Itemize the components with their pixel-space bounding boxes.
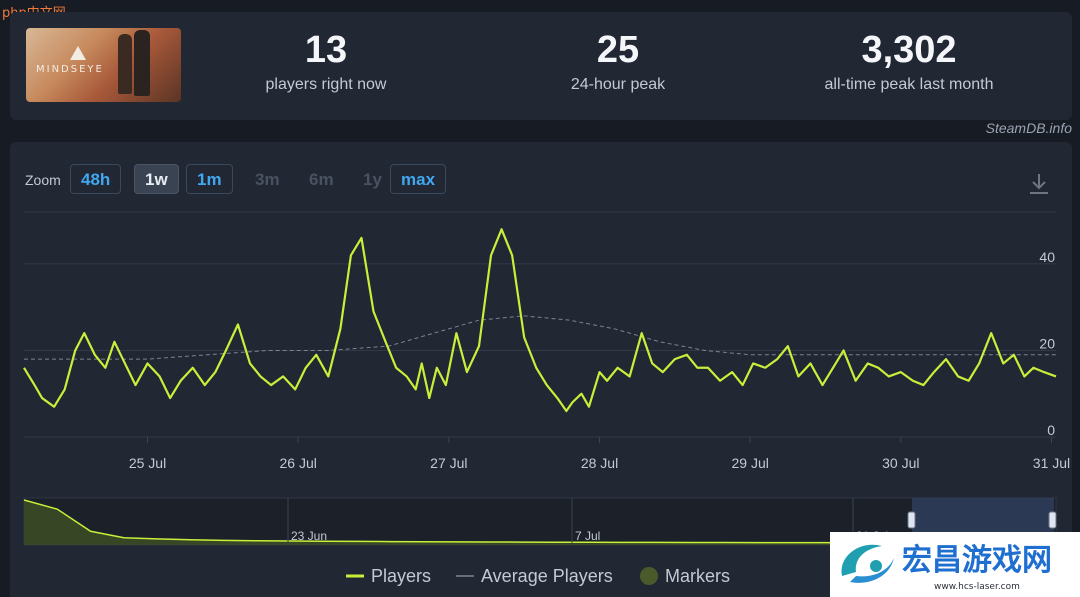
site-logo-watermark: 宏昌游戏网 www.hcs-laser.com [830, 532, 1080, 597]
x-tick-label: 28 Jul [581, 455, 618, 471]
navigator-handle-left[interactable] [907, 511, 916, 529]
legend-symbol-markers [640, 567, 658, 585]
x-tick-label: 29 Jul [731, 455, 768, 471]
player-stats-card: MINDSEYE 13 players right now 25 24-hour… [10, 12, 1072, 120]
zoom-button-1w[interactable]: 1w [134, 164, 179, 194]
series-line-players[interactable] [23, 228, 1057, 413]
stat-value: 3,302 [861, 29, 957, 71]
zoom-button-max[interactable]: max [390, 164, 447, 194]
game-thumbnail[interactable]: MINDSEYE [26, 28, 181, 102]
stat-label: 24-hour peak [570, 76, 666, 93]
x-tick-label: 30 Jul [882, 455, 919, 471]
legend-item-label[interactable]: Players [371, 566, 431, 586]
y-tick-label: 40 [1039, 249, 1055, 265]
y-tick-label: 20 [1039, 335, 1055, 351]
zoom-button-1m[interactable]: 1m [186, 164, 233, 194]
navigator-handle-right[interactable] [1048, 511, 1057, 529]
game-logo-text: MINDSEYE [36, 64, 104, 75]
x-tick-label: 31 Jul [1033, 455, 1070, 471]
zoom-button-1y[interactable]: 1y [363, 170, 382, 189]
stat-value: 25 [596, 29, 640, 71]
zoom-label: Zoom [25, 172, 61, 188]
x-tick-label: 27 Jul [430, 455, 467, 471]
zoom-button-3m[interactable]: 3m [255, 170, 280, 189]
y-tick-label: 0 [1047, 422, 1055, 438]
stat-current-players: 13 players right now [196, 28, 456, 94]
zoom-button-48h[interactable]: 48h [70, 164, 122, 194]
stat-alltime-peak: 3,302 all-time peak last month [779, 28, 1039, 94]
source-credit[interactable]: SteamDB.info [985, 120, 1072, 136]
svg-text:www.hcs-laser.com: www.hcs-laser.com [934, 582, 1020, 592]
navigator-date-label: 23 Jun [291, 529, 327, 543]
svg-text:宏昌游戏网: 宏昌游戏网 [902, 543, 1052, 578]
download-icon[interactable] [1028, 172, 1050, 196]
stat-24h-peak: 25 24-hour peak [488, 28, 748, 94]
stat-label: players right now [265, 76, 387, 93]
x-tick-label: 25 Jul [129, 455, 166, 471]
character-figure [134, 30, 150, 96]
stat-value: 13 [304, 29, 348, 71]
x-tick-label: 26 Jul [280, 455, 317, 471]
game-logo-icon [70, 46, 86, 60]
series-line-average-players [24, 315, 1056, 360]
legend-item-label[interactable]: Average Players [481, 566, 613, 586]
legend-item-label[interactable]: Markers [665, 566, 730, 586]
zoom-button-6m[interactable]: 6m [309, 170, 334, 189]
navigator-date-label: 7 Jul [575, 529, 600, 543]
stat-label: all-time peak last month [824, 76, 994, 93]
navigator-area [24, 500, 1056, 545]
character-figure [118, 34, 132, 94]
